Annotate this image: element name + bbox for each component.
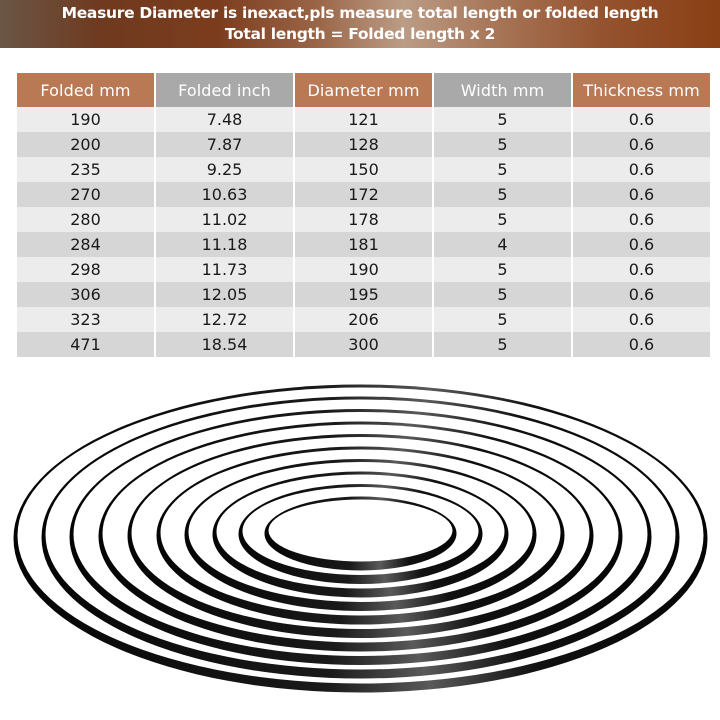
cell-folded-mm: 190 xyxy=(17,107,155,132)
banner-line-2: Total length = Folded length x 2 xyxy=(224,25,496,43)
cell-diameter-mm: 206 xyxy=(293,307,433,332)
cell-folded-mm: 298 xyxy=(17,257,155,282)
ring-10 xyxy=(264,496,457,571)
cell-thickness-mm: 0.6 xyxy=(571,307,710,332)
cell-folded-mm: 306 xyxy=(17,282,155,307)
cell-folded-inch: 7.87 xyxy=(154,132,294,157)
cell-thickness-mm: 0.6 xyxy=(571,282,710,307)
cell-width-mm: 4 xyxy=(432,232,572,257)
cell-thickness-mm: 0.6 xyxy=(571,157,710,182)
cell-folded-inch: 12.72 xyxy=(154,307,294,332)
cell-folded-mm: 323 xyxy=(17,307,155,332)
table-row: 200 7.87 128 5 0.6 xyxy=(17,132,710,157)
cell-diameter-mm: 121 xyxy=(293,107,433,132)
table-row: 298 11.73 190 5 0.6 xyxy=(17,257,710,282)
header-thickness-mm: Thickness mm xyxy=(571,73,710,107)
cell-diameter-mm: 195 xyxy=(293,282,433,307)
cell-thickness-mm: 0.6 xyxy=(571,107,710,132)
cell-folded-mm: 235 xyxy=(17,157,155,182)
table-header-row: Folded mm Folded inch Diameter mm Width … xyxy=(17,73,710,107)
notice-banner: Measure Diameter is inexact,pls measure … xyxy=(0,0,720,48)
cell-diameter-mm: 190 xyxy=(293,257,433,282)
table-row: 471 18.54 300 5 0.6 xyxy=(17,332,710,357)
cell-width-mm: 5 xyxy=(432,107,572,132)
cell-thickness-mm: 0.6 xyxy=(571,232,710,257)
header-width-mm: Width mm xyxy=(432,73,572,107)
cell-folded-inch: 11.02 xyxy=(154,207,294,232)
table-row: 190 7.48 121 5 0.6 xyxy=(17,107,710,132)
cell-width-mm: 5 xyxy=(432,282,572,307)
cell-folded-mm: 284 xyxy=(17,232,155,257)
cell-folded-inch: 9.25 xyxy=(154,157,294,182)
cell-diameter-mm: 172 xyxy=(293,182,433,207)
table-row: 270 10.63 172 5 0.6 xyxy=(17,182,710,207)
cell-width-mm: 5 xyxy=(432,257,572,282)
cell-diameter-mm: 300 xyxy=(293,332,433,357)
cell-folded-mm: 200 xyxy=(17,132,155,157)
cell-folded-inch: 12.05 xyxy=(154,282,294,307)
cell-thickness-mm: 0.6 xyxy=(571,132,710,157)
cell-width-mm: 5 xyxy=(432,182,572,207)
header-folded-inch: Folded inch xyxy=(154,73,294,107)
cell-folded-mm: 471 xyxy=(17,332,155,357)
cell-width-mm: 5 xyxy=(432,332,572,357)
header-folded-mm: Folded mm xyxy=(17,73,155,107)
cell-thickness-mm: 0.6 xyxy=(571,182,710,207)
cell-width-mm: 5 xyxy=(432,157,572,182)
cell-diameter-mm: 150 xyxy=(293,157,433,182)
cell-folded-inch: 10.63 xyxy=(154,182,294,207)
cell-diameter-mm: 178 xyxy=(293,207,433,232)
size-spec-table: Folded mm Folded inch Diameter mm Width … xyxy=(17,73,710,357)
header-diameter-mm: Diameter mm xyxy=(293,73,433,107)
table-row: 280 11.02 178 5 0.6 xyxy=(17,207,710,232)
cell-diameter-mm: 128 xyxy=(293,132,433,157)
table-row: 306 12.05 195 5 0.6 xyxy=(17,282,710,307)
cell-folded-inch: 7.48 xyxy=(154,107,294,132)
cell-folded-mm: 270 xyxy=(17,182,155,207)
cell-width-mm: 5 xyxy=(432,207,572,232)
cell-folded-mm: 280 xyxy=(17,207,155,232)
cell-thickness-mm: 0.6 xyxy=(571,257,710,282)
cell-diameter-mm: 181 xyxy=(293,232,433,257)
table-row: 235 9.25 150 5 0.6 xyxy=(17,157,710,182)
cell-width-mm: 5 xyxy=(432,132,572,157)
table-row: 284 11.18 181 4 0.6 xyxy=(17,232,710,257)
cell-thickness-mm: 0.6 xyxy=(571,207,710,232)
cell-folded-inch: 18.54 xyxy=(154,332,294,357)
table-row: 323 12.72 206 5 0.6 xyxy=(17,307,710,332)
banner-line-1: Measure Diameter is inexact,pls measure … xyxy=(61,4,659,22)
cell-folded-inch: 11.18 xyxy=(154,232,294,257)
band-rings-illustration xyxy=(13,384,708,693)
cell-width-mm: 5 xyxy=(432,307,572,332)
cell-thickness-mm: 0.6 xyxy=(571,332,710,357)
cell-folded-inch: 11.73 xyxy=(154,257,294,282)
